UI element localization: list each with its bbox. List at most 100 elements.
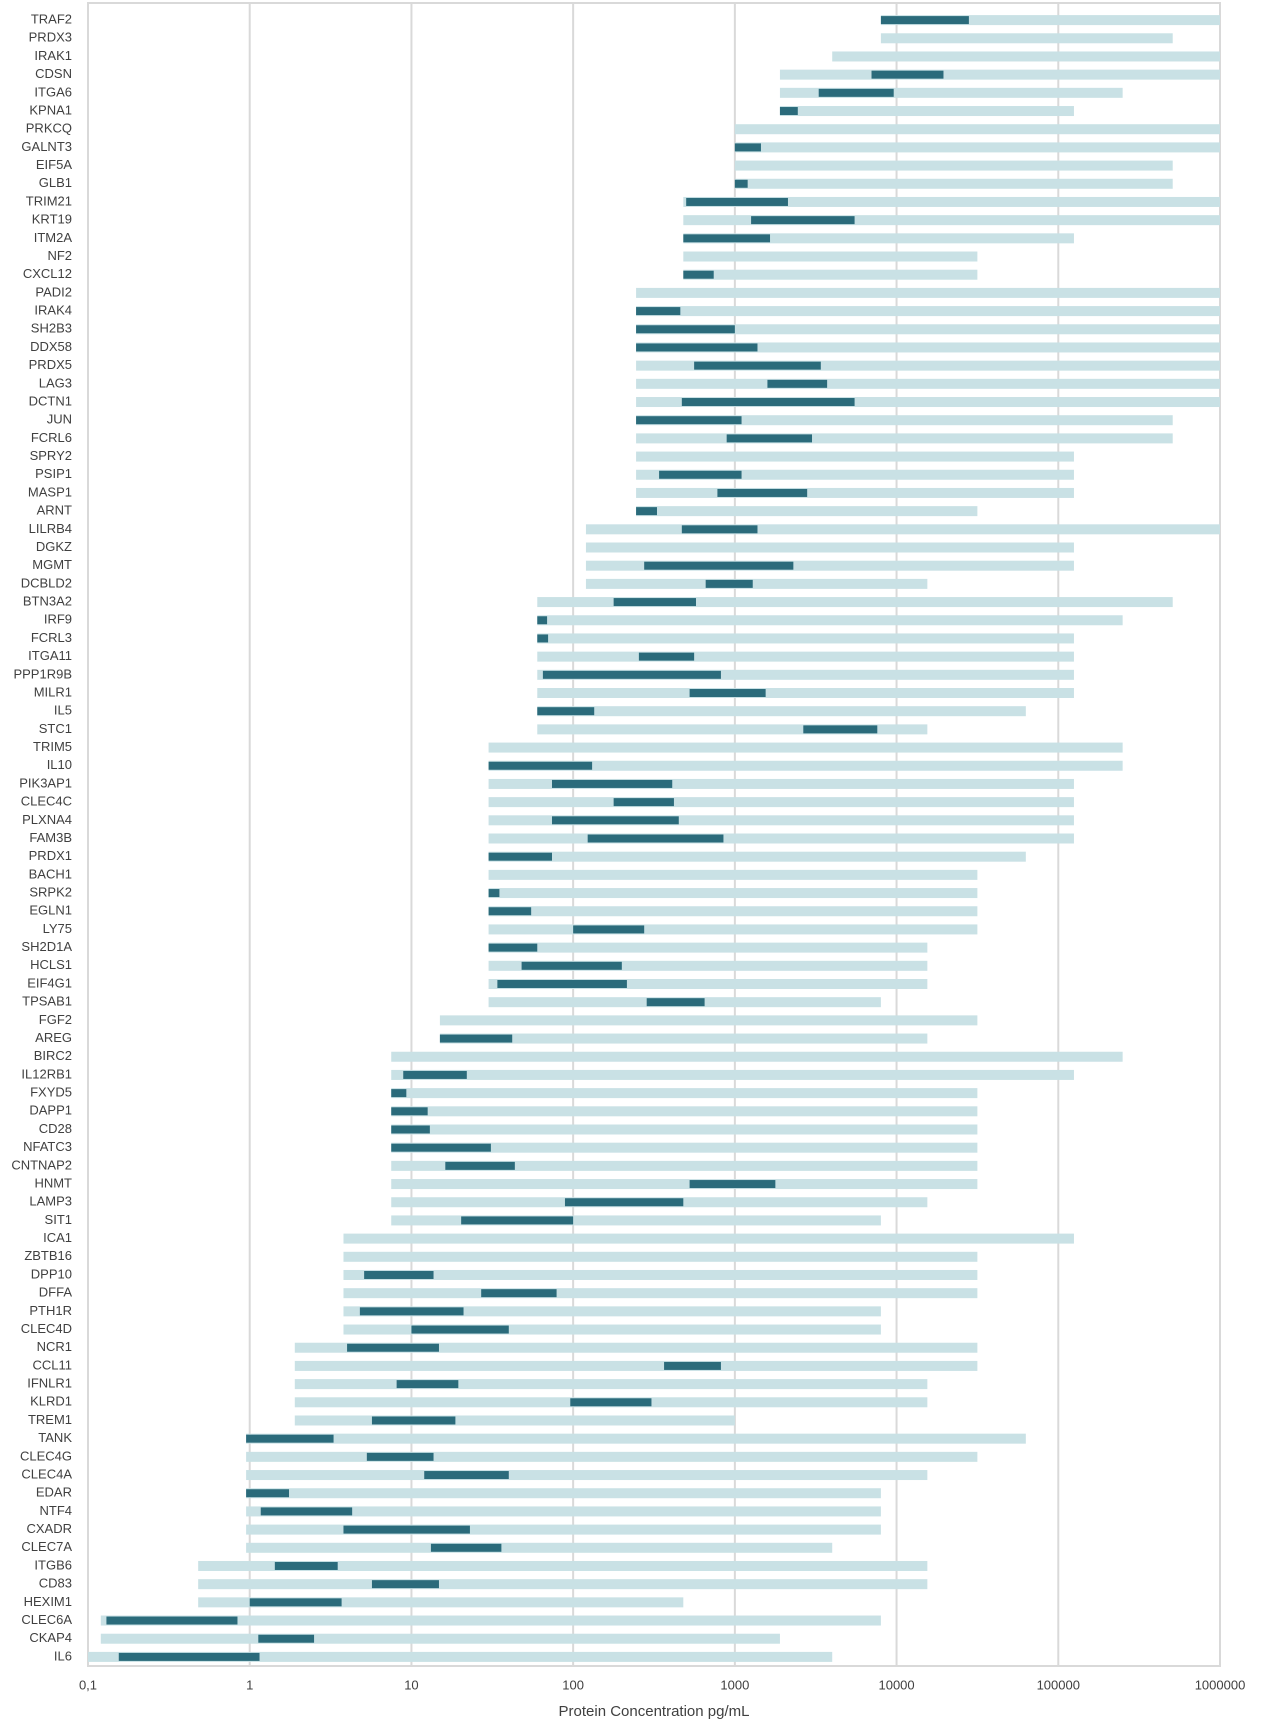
range-bar [391,1160,978,1171]
y-tick-label: MASP1 [28,484,72,499]
y-tick-label: SH2D1A [21,939,72,954]
range-bar [636,287,1220,298]
range-bar [636,506,978,517]
range-bar [343,1251,978,1262]
measured-bar [681,525,758,534]
measured-bar [106,1616,238,1625]
y-tick-label: CD83 [39,1576,72,1591]
range-bar [585,578,928,589]
y-tick-label: HCLS1 [30,957,72,972]
y-tick-label: EGLN1 [29,903,72,918]
range-bar [343,1306,881,1317]
range-bar [636,451,1074,462]
range-bar [488,960,928,971]
range-bar [488,815,1074,826]
measured-bar [683,270,714,279]
y-tick-label: BIRC2 [34,1048,72,1063]
y-tick-label: DFFA [39,1285,73,1300]
measured-bar [521,961,622,970]
measured-bar [343,1525,470,1534]
range-bar [537,688,1074,699]
y-tick-label: MGMT [32,557,72,572]
range-bar [683,251,978,262]
range-bar [636,397,1220,408]
measured-bar [274,1561,338,1570]
y-tick-label: CNTNAP2 [11,1157,72,1172]
range-bar [343,1288,978,1299]
measured-bar [359,1307,464,1316]
range-bar [880,33,1173,44]
measured-bar [636,416,742,425]
y-tick-label: IL10 [47,757,72,772]
measured-bar [636,343,758,352]
measured-bar [659,470,742,479]
y-tick-label: CLEC4D [21,1321,72,1336]
y-tick-label: CKAP4 [29,1630,72,1645]
measured-bar [705,579,753,588]
range-bar [391,1069,1074,1080]
y-tick-label: NF2 [47,248,72,263]
y-tick-label: EDAR [36,1485,72,1500]
y-tick-label: EIF4G1 [27,975,72,990]
range-bar [488,924,978,935]
y-tick-label: ARNT [37,503,72,518]
range-bar [488,906,978,917]
measured-bar [664,1361,721,1370]
y-tick-label: TRIM5 [33,739,72,754]
measured-bar [411,1325,509,1334]
range-bar [488,797,1074,808]
y-tick-label: KRT19 [32,212,72,227]
y-tick-label: CD28 [39,1121,72,1136]
range-bar [734,142,1220,153]
range-bar [585,524,1220,535]
range-bar [683,269,978,280]
y-tick-label: FCRL6 [31,430,72,445]
measured-bar [537,616,548,625]
measured-bar [371,1416,456,1425]
y-tick-label: HNMT [34,1175,72,1190]
measured-bar [689,1180,776,1189]
measured-bar [694,361,821,370]
y-tick-label: CXADR [26,1521,72,1536]
range-bar [734,178,1173,189]
y-tick-label: CLEC6A [21,1612,72,1627]
measured-bar [488,943,538,952]
range-bar [832,51,1220,62]
y-tick-label: FAM3B [29,830,72,845]
range-bar [88,1651,833,1662]
range-bar [734,124,1220,135]
range-bar [391,1051,1123,1062]
y-tick-label: IRAK1 [34,48,72,63]
y-tick-label: CLEC4C [21,794,72,809]
y-tick-label: SPRY2 [30,448,72,463]
y-tick-label: PLXNA4 [22,812,72,827]
y-tick-label: EIF5A [36,157,72,172]
range-bar [779,106,1074,117]
range-bar [488,851,1026,862]
measured-bar [818,88,894,97]
range-bar [488,869,978,880]
range-bar [246,1451,978,1462]
range-bar [488,978,928,989]
y-tick-label: FCRL3 [31,630,72,645]
measured-bar [726,434,813,443]
y-tick-label: KLRD1 [30,1394,72,1409]
measured-bar [461,1216,574,1225]
measured-bar [734,179,748,188]
range-bar [294,1342,978,1353]
range-bar [246,1433,1026,1444]
range-bar [636,378,1220,389]
y-tick-label: PADI2 [35,284,72,299]
measured-bar [734,143,761,152]
range-bar [683,233,1074,244]
y-tick-label: AREG [35,1030,72,1045]
measured-bar [366,1452,434,1461]
measured-bar [587,834,724,843]
measured-bar [689,689,766,698]
measured-bar [488,889,500,898]
measured-bar [439,1034,513,1043]
range-bar [488,742,1123,753]
range-bar [636,324,1220,335]
range-bar [537,633,1074,644]
measured-bar [488,852,552,861]
